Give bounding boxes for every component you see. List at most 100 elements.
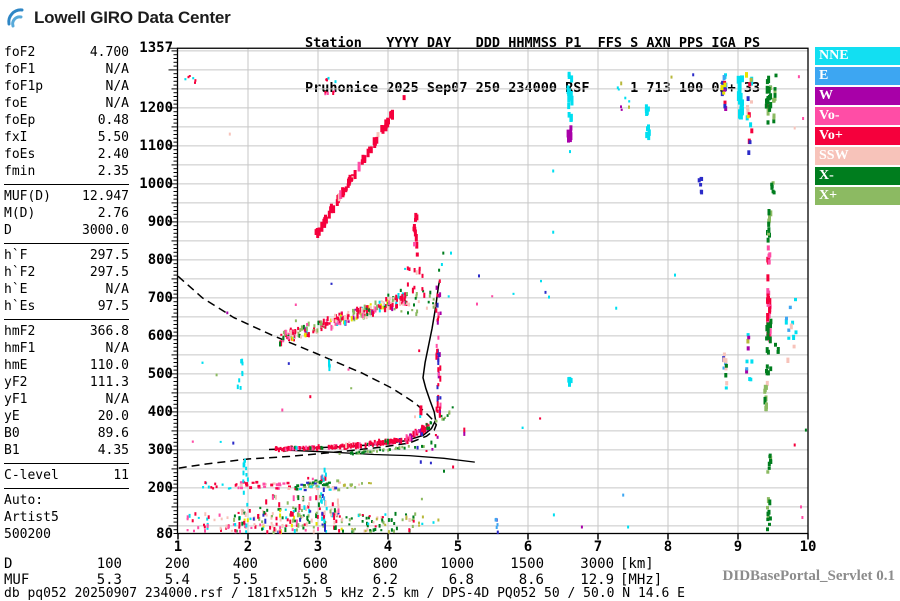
d-value: 3000 [580,556,614,572]
trace-fit-curve [289,449,475,463]
legend-item-w: W [815,87,900,105]
muf-value: 5.4 [164,572,190,588]
legend-item-e: E [815,67,900,85]
param-row-yf2: yF2 111.3 [4,374,129,391]
muf-value: 5.5 [232,572,258,588]
param-value: 97.5 [97,299,129,314]
param-label: yF1 [4,392,28,407]
param-label: foF1 [4,62,36,77]
param-value: 4.35 [97,443,129,458]
param-row-foep: foEp 0.48 [4,112,129,129]
legend-item-vo: Vo- [815,107,900,125]
param-label: foF1p [4,79,44,94]
param-row-foes: foEs 2.40 [4,146,129,163]
param-value: 0.48 [97,113,129,128]
param-label: C-level [4,468,59,483]
header-values-line: Pruhonice 2025 Sep07 250 234000 RSF 1 71… [305,80,761,96]
x-tick-label-4: 4 [383,539,393,555]
param-value: N/A [105,62,129,77]
param-label: B0 [4,426,20,441]
param-value: N/A [105,79,129,94]
param-label: D [4,223,12,238]
logo-wave-icon [6,5,32,31]
param-label: hmF1 [4,341,36,356]
param-row-hmf2: hmF2 366.8 [4,323,129,340]
x-tick-label-7: 7 [593,539,603,555]
param-row-fof1p: foF1p N/A [4,78,129,95]
param-row-md: M(D) 2.76 [4,205,129,222]
panel-separator [4,319,129,320]
param-value: 2.35 [97,164,129,179]
parameter-panel: foF2 4.700 foF1 N/A foF1p N/A foE N/A foEp 0.48 fx… [4,44,129,543]
param-row-fxi: fxI 5.50 [4,129,129,146]
param-label: h`Es [4,299,36,314]
autoscaling-info-line: 500200 [4,527,51,542]
file-status-line: db pq052 20250907 234000.rsf / 181fx512h… [4,586,685,601]
param-label: foE [4,96,28,111]
param-label: yF2 [4,375,28,390]
param-value: N/A [105,392,129,407]
y-tick-label-500: 500 [147,365,173,382]
y-tick-label-700: 700 [147,289,173,306]
param-label: MUF(D) [4,189,51,204]
lowell-giro-logo: Lowell GIRO Data Center [6,5,231,31]
param-row-he: h`E N/A [4,281,129,298]
param-value: N/A [105,96,129,111]
param-label: foF2 [4,45,36,60]
ionogram-header: Station YYYY DAY DDD HHMMSS P1 FFS S AXN… [305,6,760,111]
d-value: 200 [164,556,190,572]
panel-separator [4,463,129,464]
panel-separator [4,184,129,185]
param-row-hf2: h`F2 297.5 [4,264,129,281]
y-tick-label-1000: 1000 [139,175,173,192]
muf-row-label: MUF [4,572,30,588]
legend-item-ssw: SSW [815,147,900,165]
param-row-hes: h`Es 97.5 [4,298,129,315]
param-value: 2.76 [97,206,129,221]
muf-value: 5.3 [96,572,122,588]
param-label: hmF2 [4,324,36,339]
muf-transmission-curve [175,275,438,470]
y-tick-label-1357: 1357 [139,40,173,57]
d-value: 1500 [510,556,544,572]
legend-item-x: X- [815,167,900,185]
muf-value: 6.2 [372,572,398,588]
muf-value: 12.9 [580,572,614,588]
param-row-clevel: C-level 11 [4,467,129,484]
servlet-version: DIDBasePortal_Servlet 0.1 [722,568,895,584]
param-label: fmin [4,164,36,179]
autoscaling-info-line: Auto: [4,493,44,508]
param-row-mufd: MUF(D) 12.947 [4,188,129,205]
param-row-b1: B1 4.35 [4,442,129,459]
panel-separator [4,488,129,489]
param-label: fxI [4,130,28,145]
param-value: 4.700 [89,45,129,60]
logo-title: Lowell GIRO Data Center [34,8,231,27]
param-label: h`E [4,282,28,297]
d-row-label: D [4,556,13,572]
param-value: 366.8 [89,324,129,339]
y-tick-label-1100: 1100 [139,137,173,154]
x-tick-label-1: 1 [173,539,183,555]
param-value: 2.40 [97,147,129,162]
param-row-hmf1: hmF1 N/A [4,340,129,357]
param-label: h`F [4,248,28,263]
param-value: 111.3 [89,375,129,390]
legend-item-x: X+ [815,187,900,205]
param-value: 5.50 [97,130,129,145]
param-label: B1 [4,443,20,458]
header-columns-line: Station YYYY DAY DDD HHMMSS P1 FFS S AXN… [305,35,761,51]
muf-value: 5.8 [302,572,328,588]
autoscaling-info-line: Artist5 [4,510,59,525]
param-row-fof2: foF2 4.700 [4,44,129,61]
y-tick-label-400: 400 [147,403,173,420]
x-tick-label-5: 5 [453,539,463,555]
legend-item-vo: Vo+ [815,127,900,145]
y-tick-label-300: 300 [147,441,173,458]
d-value: 1000 [440,556,474,572]
param-label: foEs [4,147,36,162]
param-value: 297.5 [89,265,129,280]
param-row-hme: hmE 110.0 [4,357,129,374]
muf-value: 6.8 [448,572,474,588]
